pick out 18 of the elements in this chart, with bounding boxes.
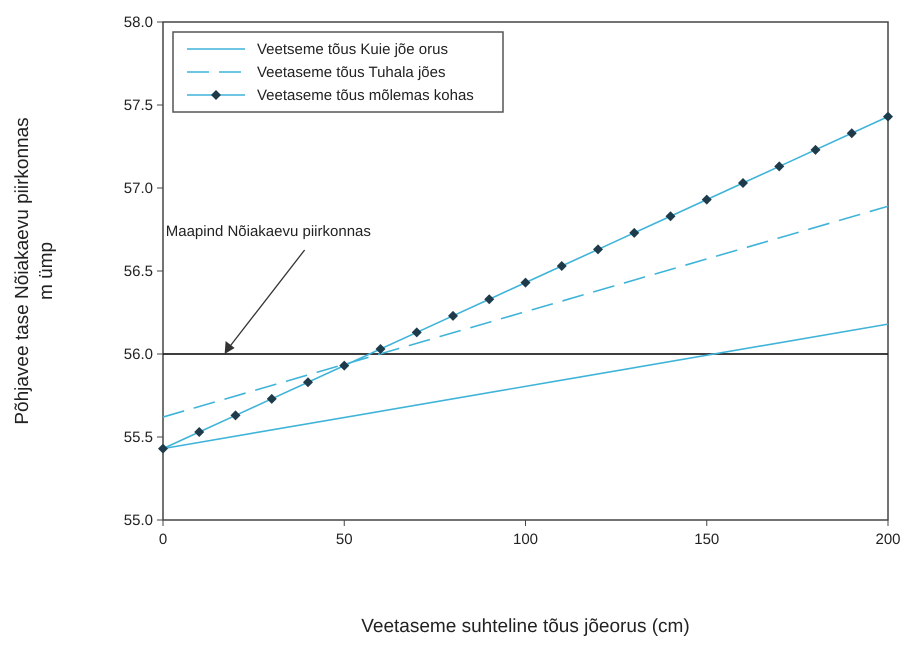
y-tick-label: 57.5 bbox=[124, 97, 153, 114]
legend-label: Veetseme tõus Kuie jõe orus bbox=[257, 41, 448, 58]
y-tick-label: 56.5 bbox=[124, 263, 153, 280]
x-tick-label: 200 bbox=[875, 531, 901, 548]
y-tick-label: 56.0 bbox=[124, 346, 153, 363]
annotation: Maapind Nõiakaevu piirkonnas bbox=[166, 223, 371, 240]
y-tick-label: 57.0 bbox=[124, 180, 153, 197]
y-tick-label: 55.5 bbox=[124, 429, 153, 446]
y-axis-title: Põhjavee tase Nõiakaevu piirkonnas m ümp bbox=[12, 117, 57, 425]
legend-label: Veetaseme tõus mõlemas kohas bbox=[257, 87, 474, 104]
y-tick-label: 58.0 bbox=[124, 14, 153, 31]
y-tick-label: 55.0 bbox=[124, 512, 153, 529]
x-tick-label: 150 bbox=[694, 531, 720, 548]
x-axis-title: Veetaseme suhteline tõus jõeorus (cm) bbox=[361, 616, 690, 637]
x-tick-label: 100 bbox=[512, 531, 538, 548]
legend-label: Veetaseme tõus Tuhala jões bbox=[257, 64, 446, 81]
x-tick-label: 50 bbox=[336, 531, 353, 548]
x-tick-label: 0 bbox=[158, 531, 168, 548]
